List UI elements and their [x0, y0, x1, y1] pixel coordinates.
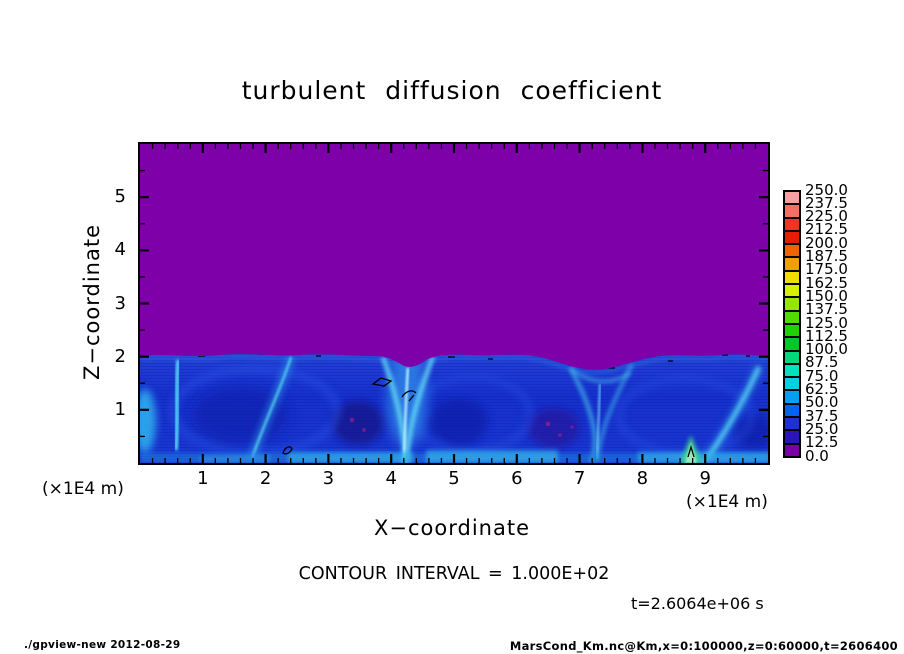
colorbar-tick-label: 225.0 — [805, 207, 848, 226]
colorbar-cells — [783, 190, 801, 458]
x-tick-label: 9 — [699, 468, 711, 489]
z-tick-label: 4 — [114, 239, 126, 261]
colorbar-tick-label: 137.5 — [805, 300, 848, 319]
colorbar-tick-label: 125.0 — [805, 313, 848, 332]
colorbar-tick-label: 175.0 — [805, 260, 848, 279]
colorbar-tick-label: 62.5 — [805, 380, 839, 398]
x-tick-label: 6 — [511, 468, 523, 489]
page-title: turbulent diffusion coefficient — [241, 76, 663, 105]
contour-field-image — [140, 144, 768, 463]
colorbar-tick-label: 0.0 — [805, 446, 829, 465]
z-tick-label: 1 — [114, 398, 126, 420]
contour-interval-note: CONTOUR INTERVAL = 1.000E+02 — [298, 564, 610, 584]
x-tick-label: 3 — [322, 468, 335, 489]
x-tick-label: 8 — [636, 468, 649, 489]
x-tick-label: 7 — [573, 468, 586, 489]
colorbar-tick-label: 212.5 — [805, 220, 848, 239]
colorbar-labels: 250.0 237.5 225.0 212.5 200.0 187.5 175.0 162.5… — [805, 182, 857, 463]
x-tick-label: 4 — [385, 468, 397, 489]
colorbar-tick-label: 112.5 — [805, 326, 848, 345]
colorbar-tick-label: 75.0 — [805, 366, 839, 385]
x-tick-label: 5 — [448, 468, 460, 489]
x-axis-unit: (×1E4 m) — [686, 492, 768, 512]
time-annotation: t=2.6064e+06 s — [631, 594, 764, 613]
colorbar-tick-label: 87.5 — [805, 353, 839, 372]
plot-area — [138, 142, 770, 465]
axis-ticks — [140, 144, 768, 463]
colorbar-tick-label: 250.0 — [805, 180, 848, 199]
z-tick-label: 3 — [114, 292, 126, 314]
x-axis-label: X−coordinate — [374, 516, 530, 540]
colorbar-tick-label: 200.0 — [805, 233, 848, 252]
z-tick-label: 2 — [114, 345, 126, 367]
colorbar-tick-label: 50.0 — [805, 393, 839, 412]
z-axis-unit: (×1E4 m) — [42, 479, 124, 499]
footer-program-stamp: ./gpview-new 2012-08-29 — [24, 639, 181, 651]
colorbar-tick-label: 237.5 — [805, 193, 848, 212]
colorbar-tick-label: 162.5 — [805, 273, 848, 292]
footer-dataset-stamp: MarsCond_Km.nc@Km,x=0:100000,z=0:60000,t… — [509, 639, 898, 653]
colorbar-tick-label: 150.0 — [805, 286, 848, 305]
colorbar-tick-label: 25.0 — [805, 419, 839, 438]
colorbar-tick-label: 37.5 — [805, 406, 839, 425]
colorbar-cell — [783, 442, 801, 458]
colorbar-tick-label: 187.5 — [805, 247, 848, 265]
z-tick-label: 5 — [114, 186, 126, 208]
x-tick-label: 2 — [259, 468, 272, 489]
colorbar-tick-label: 12.5 — [805, 433, 839, 452]
x-tick-label: 1 — [197, 468, 209, 489]
colorbar-tick-label: 100.0 — [805, 340, 848, 359]
